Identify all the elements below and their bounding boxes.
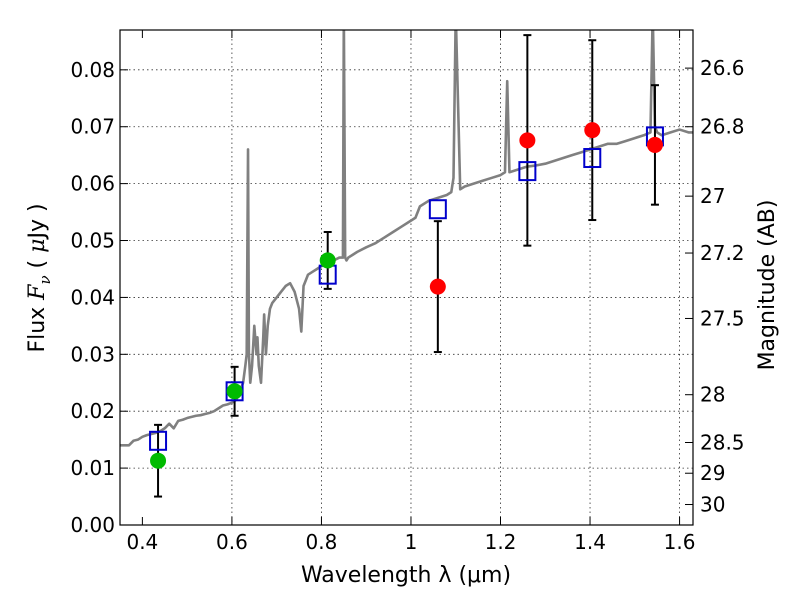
magnitude-tick-label: 26.6 — [700, 56, 745, 80]
y-axis-label-sub: ν — [36, 275, 54, 284]
magnitude-tick-label: 27 — [700, 184, 725, 208]
y-tick-label: 0.08 — [70, 58, 115, 82]
x-axis-label: Wavelength λ (μm) — [301, 563, 511, 588]
y-axis-label-unit: Jy ) — [25, 203, 50, 240]
model-photometry-point — [583, 148, 602, 169]
magnitude-tick-label: 27.2 — [700, 241, 745, 265]
y-tick-label: 0.04 — [70, 285, 115, 309]
y-axis-label-mu: μ — [25, 239, 50, 253]
magnitude-tick-label: 29 — [700, 461, 725, 485]
y-axis-label: Flux Fν ( μJy ) — [25, 203, 54, 352]
magnitude-tick-label: 28.5 — [700, 431, 745, 455]
y-axis-label-prefix: Flux — [25, 300, 50, 353]
x-tick-label: 1.4 — [574, 530, 606, 554]
observed-optical-point — [226, 383, 243, 400]
model-photometry-point — [428, 199, 447, 220]
x-tick-label: 0.6 — [216, 530, 248, 554]
y-tick-labels: 0.00 0.01 0.02 0.03 0.04 0.05 0.06 0.07 0.08 — [70, 58, 115, 537]
plot-frame — [119, 29, 694, 526]
magnitude-tick-label: 30 — [700, 493, 725, 517]
y-tick-label: 0.03 — [70, 342, 115, 366]
y-tick-label: 0.06 — [70, 172, 115, 196]
axis-ticks — [120, 30, 693, 526]
x-tick-label: 1.2 — [485, 530, 517, 554]
observed-points — [150, 122, 663, 469]
magnitude-tick-label: 27.5 — [700, 306, 745, 330]
y-tick-label: 0.02 — [70, 399, 115, 423]
observed-detection-point — [646, 136, 663, 153]
model-photometry-point — [518, 161, 537, 182]
y-axis-label-var: F — [25, 284, 50, 301]
observed-optical-point — [150, 452, 167, 469]
x-tick-label: 1.6 — [664, 530, 696, 554]
x-tick-label: 0.4 — [126, 530, 158, 554]
y2-axis-label: Magnitude (AB) — [755, 200, 780, 371]
plot-area — [120, 30, 693, 498]
observed-detection-point — [519, 132, 536, 149]
magnitude-tick-labels: 26.6 26.8 27 27.2 27.5 28 28.5 29 30 — [700, 56, 745, 516]
observed-optical-point — [319, 252, 336, 269]
x-tick-label: 1 — [405, 530, 418, 554]
y-tick-label: 0.01 — [70, 456, 115, 480]
observed-detection-point — [429, 278, 446, 295]
y-tick-label: 0.05 — [70, 229, 115, 253]
y-tick-label: 0.00 — [70, 513, 115, 537]
y-tick-label: 0.07 — [70, 115, 115, 139]
grid-lines — [120, 30, 693, 525]
model-photometry-point — [149, 430, 168, 451]
observed-detection-point — [584, 122, 601, 139]
x-tick-label: 0.8 — [306, 530, 338, 554]
magnitude-tick-label: 28 — [700, 383, 725, 407]
y-axis-label-open: ( — [25, 253, 50, 276]
magnitude-tick-label: 26.8 — [700, 115, 745, 139]
x-tick-labels: 0.4 0.6 0.8 1 1.2 1.4 1.6 — [126, 530, 695, 554]
